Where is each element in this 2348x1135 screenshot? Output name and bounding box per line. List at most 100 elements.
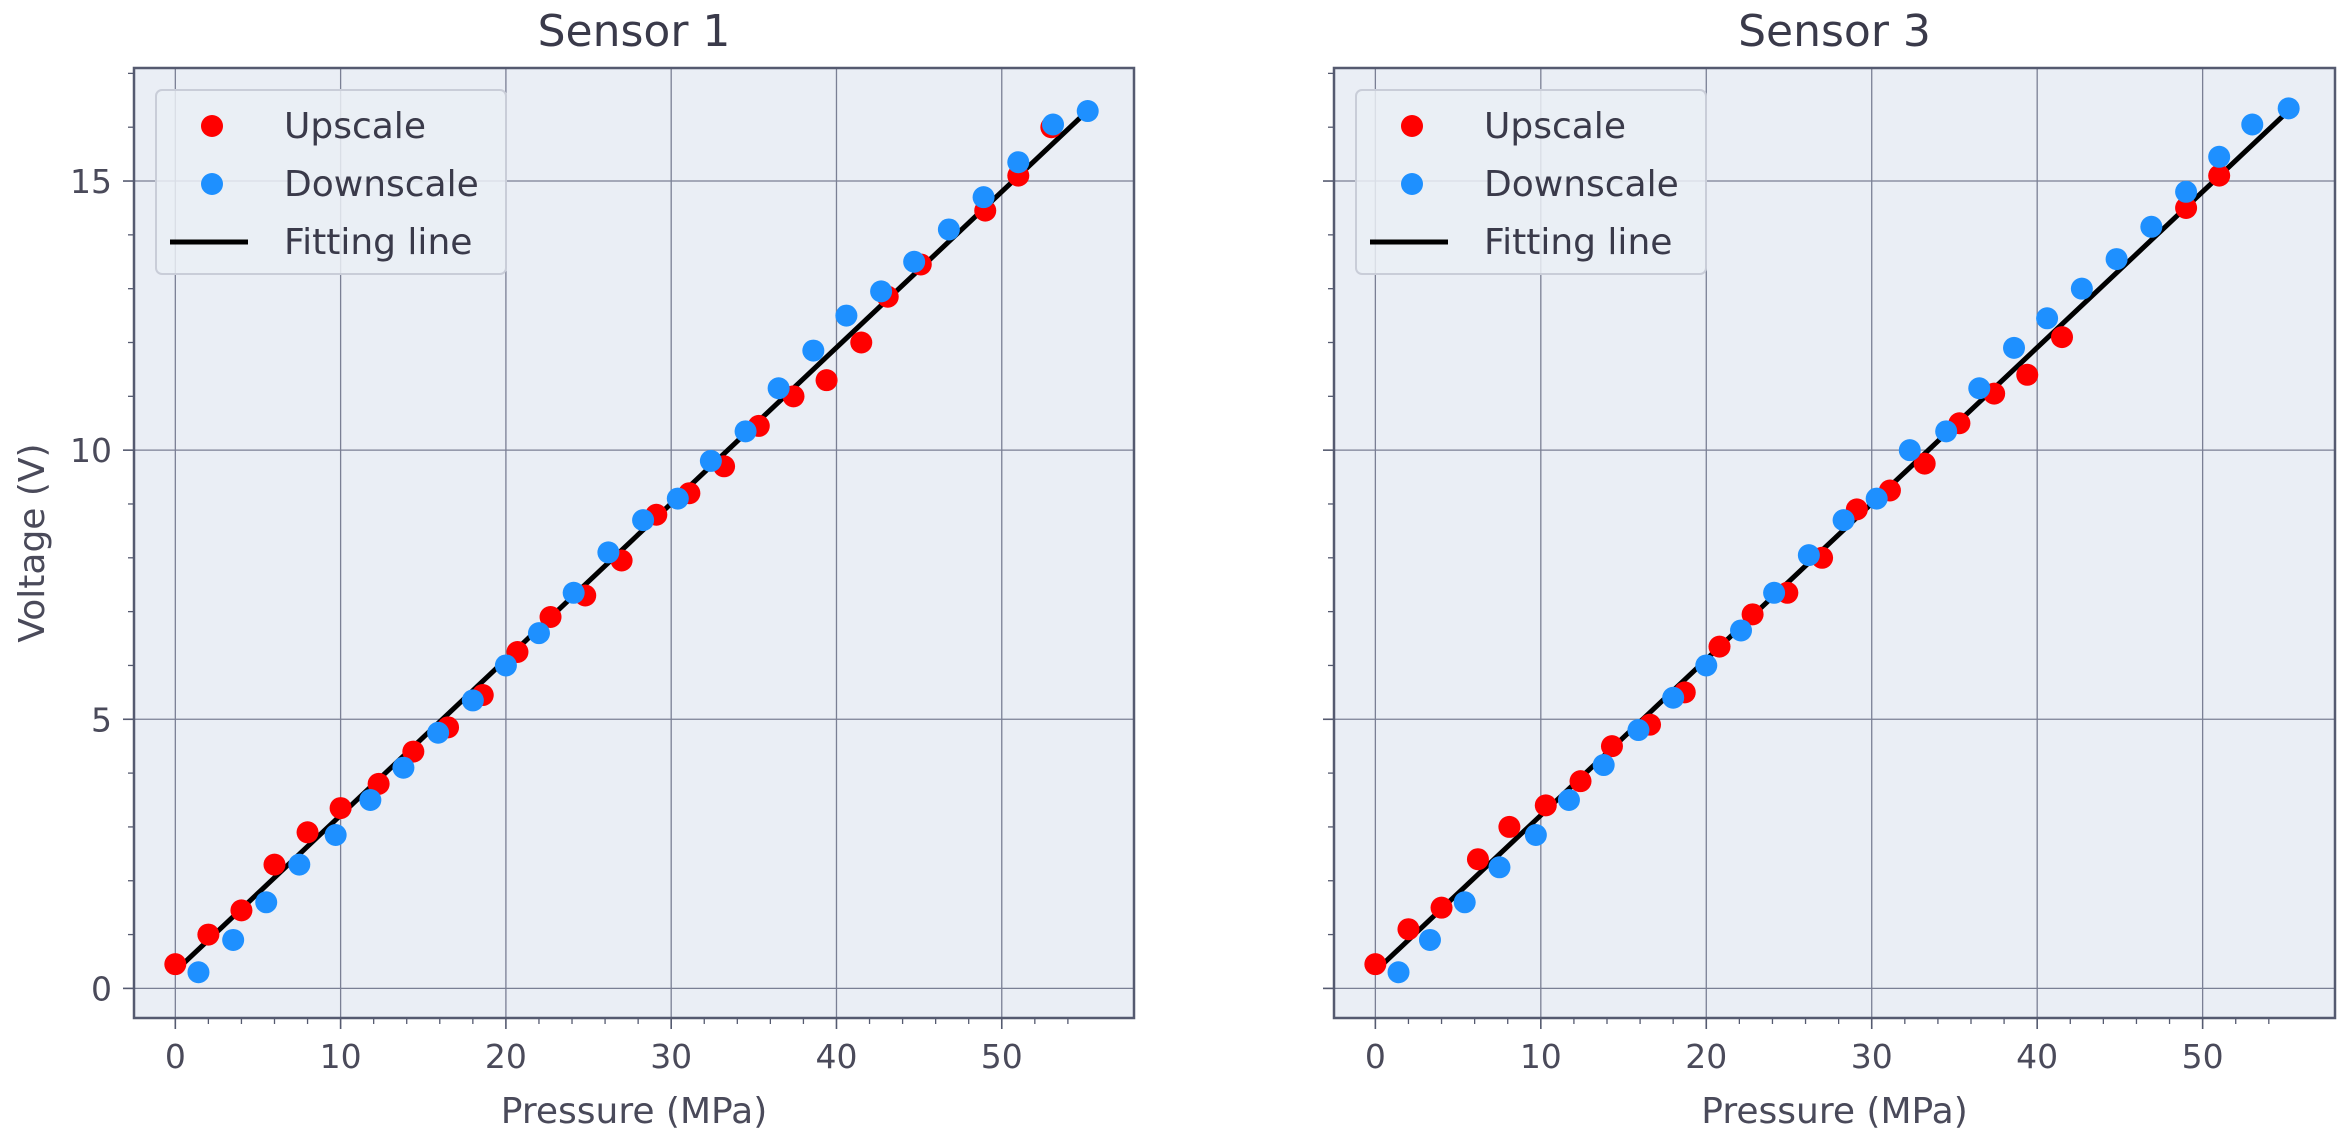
legend-label: Fitting line [284,222,472,263]
upscale-point [1534,794,1557,817]
legend-box [1355,89,1707,275]
downscale-point [632,509,655,532]
upscale-point [1708,635,1731,658]
downscale-point [2277,97,2300,120]
downscale-point [427,721,450,744]
downscale-point [359,789,382,812]
downscale-point [972,186,995,209]
upscale-point [1569,770,1592,793]
downscale-point [1935,420,1958,443]
downscale-point [903,250,926,273]
legend-label: Downscale [1484,164,1679,205]
upscale-point [2175,196,2198,219]
legend-marker-downscale [201,173,223,195]
downscale-point [255,891,278,914]
upscale-point [1430,896,1453,919]
upscale-point [402,740,425,763]
legend-label: Downscale [284,164,479,205]
legend: Upscale Downscale Fitting line [1355,89,1707,275]
y-axis-label: Voltage (V) [12,443,53,642]
y-tick-label: 15 [70,162,112,201]
upscale-point [1913,452,1936,475]
fitting-line [1373,111,2288,973]
upscale-point [296,821,319,844]
legend-label: Upscale [284,106,426,147]
downscale-point [666,487,689,510]
upscale-point [539,606,562,629]
x-axis-label: Pressure (MPa) [1701,1091,1967,1132]
x-tick-label: 30 [1851,1037,1893,1076]
upscale-point [1741,603,1764,626]
panel-1: 0 10 20 30 40 50 0 5 10 15 Upscale Downscale Fitting… [12,6,1136,1132]
upscale-point [1498,815,1521,838]
x-tick-label: 20 [1685,1037,1727,1076]
downscale-point [494,654,517,677]
downscale-point [1763,581,1786,604]
downscale-point [2070,277,2093,300]
downscale-point [1797,544,1820,567]
upscale-point [2208,164,2231,187]
downscale-point [1453,891,1476,914]
downscale-point [870,280,893,303]
downscale-point [1042,113,1065,136]
upscale-point [1364,953,1387,976]
y-tick-label: 10 [70,431,112,470]
downscale-point [2105,248,2128,271]
upscale-point [263,853,286,876]
chart-title: Sensor 1 [538,6,731,57]
downscale-point [1695,654,1718,677]
fitting-line [173,111,1087,973]
plot-frame [1332,66,2337,1020]
downscale-point [2036,307,2059,330]
x-tick-label: 40 [2016,1037,2058,1076]
downscale-point [734,420,757,443]
panel-2: 0 10 20 30 40 50 Upscale Downscale Fitting line S… [1323,6,2337,1132]
downscale-point [1488,856,1511,879]
downscale-point [1865,487,1888,510]
downscale-point [1592,754,1615,777]
downscale-point [1557,789,1580,812]
upscale-point [164,953,187,976]
downscale-point [2241,113,2264,136]
downscale-point [1387,961,1410,984]
x-tick-label: 50 [2182,1037,2224,1076]
plot-frame [132,66,1136,1020]
upscale-point [329,797,352,820]
upscale-point [367,772,390,795]
downscale-point [767,377,790,400]
upscale-point [1466,848,1489,871]
upscale-point [1397,918,1420,941]
downscale-point [1730,619,1753,642]
upscale-point [230,899,253,922]
downscale-point [2140,215,2163,238]
downscale-point [597,541,620,564]
legend-label: Fitting line [1484,222,1672,263]
downscale-point [937,218,960,241]
x-axis-label: Pressure (MPa) [501,1091,767,1132]
downscale-point [222,928,245,951]
downscale-point [1832,509,1855,532]
downscale-point [835,304,858,327]
legend-box [155,89,507,275]
upscale-point [815,369,838,392]
downscale-point [1076,100,1099,123]
downscale-point [187,961,210,984]
downscale-point [562,581,585,604]
downscale-point [527,622,550,645]
x-tick-label: 20 [485,1037,527,1076]
downscale-point [324,823,347,846]
downscale-point [392,756,415,779]
downscale-point [802,339,825,362]
x-tick-label: 30 [650,1037,692,1076]
x-tick-label: 40 [815,1037,857,1076]
downscale-point [1418,928,1441,951]
downscale-point [1524,823,1547,846]
downscale-point [1968,377,1991,400]
upscale-point [1600,735,1623,758]
x-tick-label: 50 [981,1037,1023,1076]
legend-marker-upscale [201,115,223,137]
legend-marker-upscale [1401,115,1423,137]
legend: Upscale Downscale Fitting line [155,89,507,275]
upscale-point [2051,326,2073,349]
